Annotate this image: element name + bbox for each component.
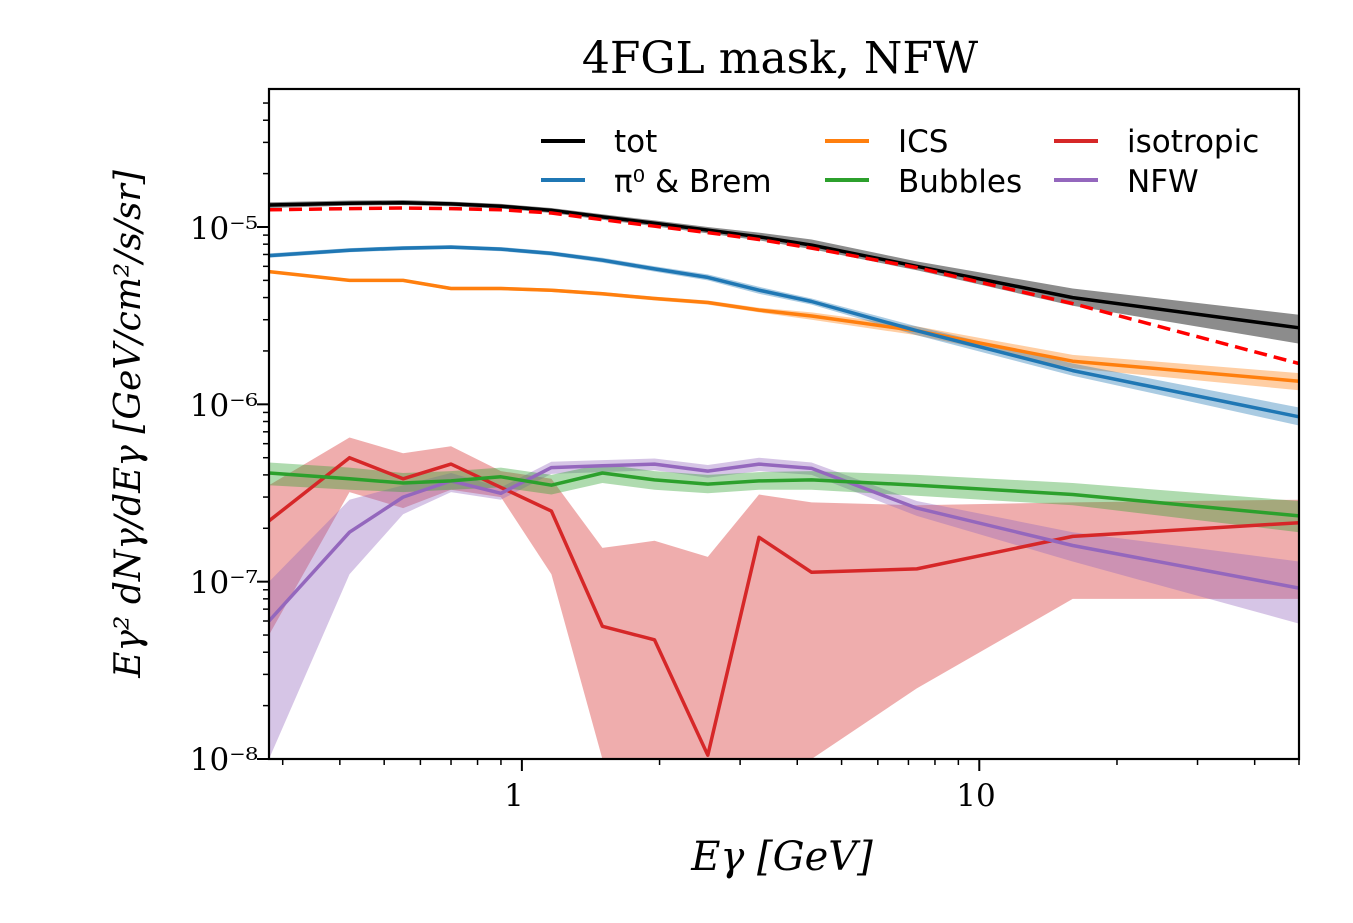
series-line-nfw — [267, 462, 1300, 623]
plot-frame — [267, 87, 1301, 761]
legend-label-isotropic: isotropic — [1127, 124, 1259, 160]
band-isotropic — [269, 437, 1299, 759]
band-brem — [269, 245, 1299, 426]
x-axis-label: Eγ [GeV] — [690, 834, 873, 880]
legend-label-pi0-brem: π⁰ & Brem — [614, 164, 772, 200]
y-axis-ticks — [257, 102, 269, 760]
series-line-ics — [268, 269, 1300, 383]
legend: tot π⁰ & Brem ICS Bubbles isotropic NFW — [541, 124, 1259, 200]
legend-label-nfw: NFW — [1127, 164, 1199, 200]
y-axis-label: Eγ² dNγ/dEγ [GeV/cm²/s/sr] — [108, 169, 149, 679]
series-line-isotropic — [267, 455, 1300, 757]
y-tick-label-1e-6: 10⁻⁶ — [190, 388, 258, 424]
x-axis-ticks — [281, 759, 1300, 771]
series-line-brem — [268, 245, 1300, 419]
y-tick-label-1e-7: 10⁻⁷ — [190, 565, 258, 601]
legend-label-bubbles: Bubbles — [898, 164, 1022, 200]
y-tick-label-1e-5: 10⁻⁵ — [190, 211, 258, 247]
series-line-tot — [268, 200, 1300, 330]
legend-label-ics: ICS — [898, 124, 948, 160]
y-tick-label-1e-8: 10⁻⁸ — [190, 742, 258, 778]
chart-title: 4FGL mask, NFW — [582, 33, 979, 84]
band-nfw — [269, 457, 1299, 759]
series-lines — [267, 200, 1300, 757]
x-tick-label-1: 1 — [504, 778, 524, 814]
series-line-reference — [268, 206, 1300, 366]
series-line-bubbles — [268, 471, 1300, 518]
band-ics — [269, 270, 1299, 391]
legend-label-tot: tot — [614, 124, 657, 160]
x-tick-label-10: 10 — [956, 778, 995, 814]
